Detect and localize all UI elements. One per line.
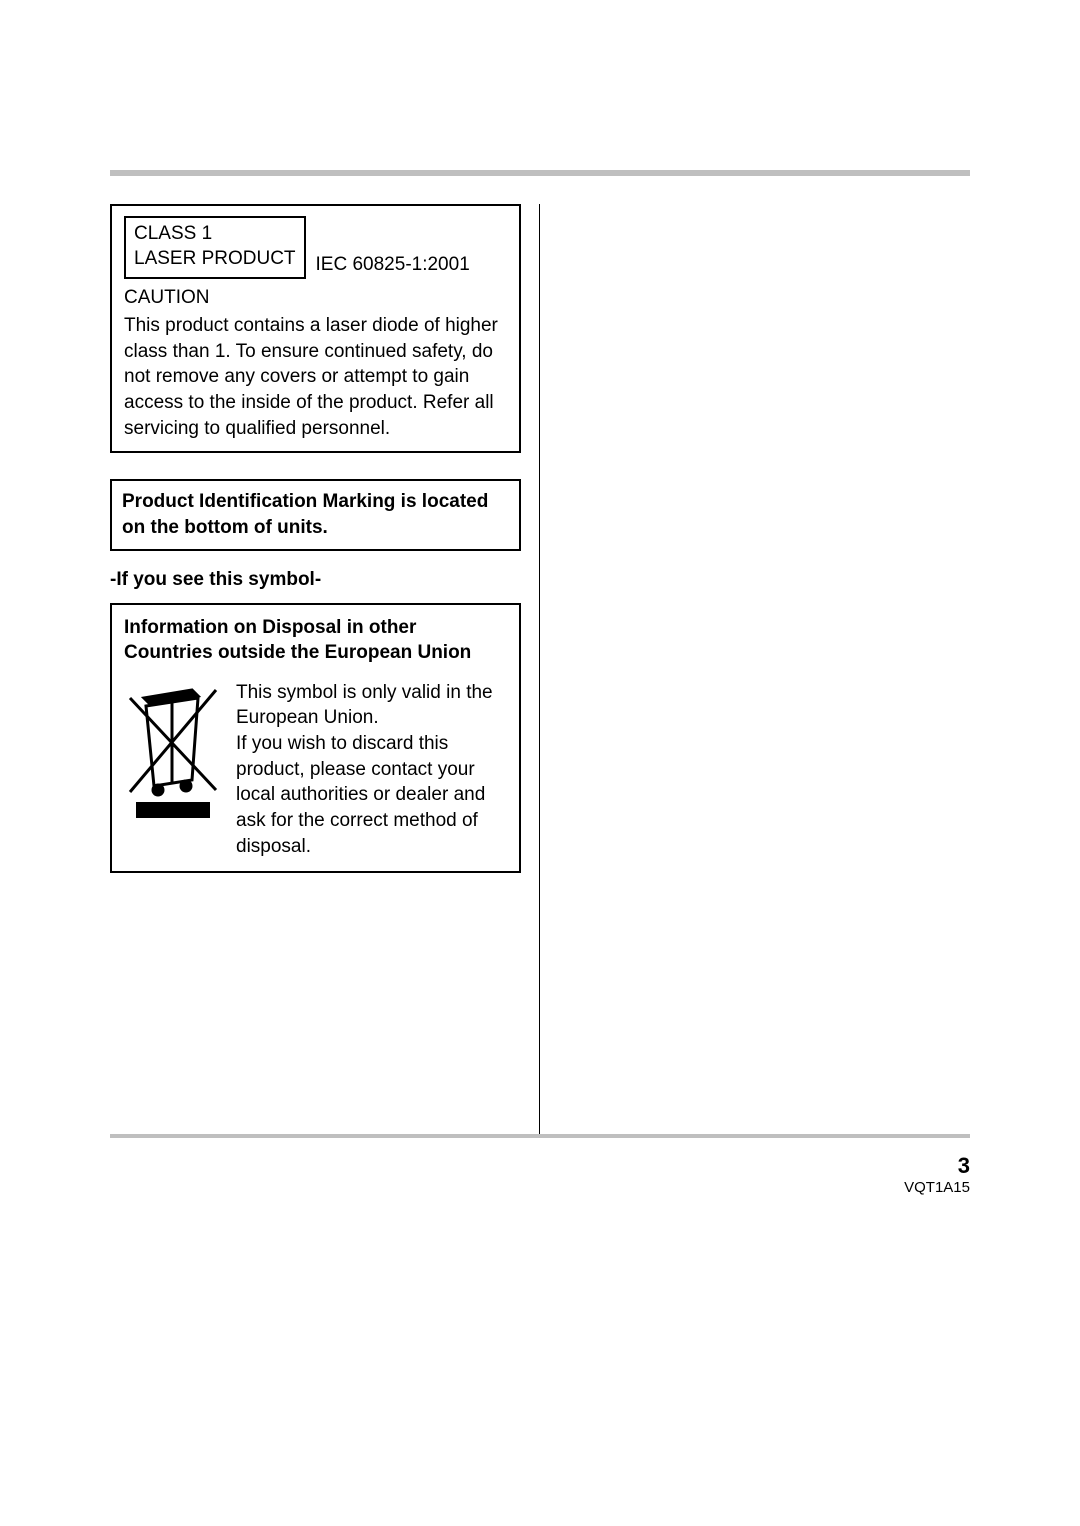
disposal-box: Information on Disposal in other Countri… bbox=[110, 603, 521, 874]
disposal-body-text: This symbol is only valid in the Europea… bbox=[236, 680, 507, 859]
product-marking-box: Product Identification Marking is locate… bbox=[110, 479, 521, 550]
top-horizontal-rule bbox=[110, 170, 970, 176]
disposal-title: Information on Disposal in other Countri… bbox=[124, 615, 507, 666]
bottom-horizontal-rule bbox=[110, 1134, 970, 1138]
caution-body: This product contains a laser diode of h… bbox=[124, 313, 507, 441]
laser-row: CLASS 1 LASER PRODUCT IEC 60825-1:2001 bbox=[124, 216, 507, 279]
caution-box: CLASS 1 LASER PRODUCT IEC 60825-1:2001 C… bbox=[110, 204, 521, 453]
laser-class-box: CLASS 1 LASER PRODUCT bbox=[124, 216, 306, 279]
symbol-label: -If you see this symbol- bbox=[110, 569, 521, 591]
laser-line-2: LASER PRODUCT bbox=[134, 247, 296, 272]
iec-standard: IEC 60825-1:2001 bbox=[316, 252, 470, 280]
two-column-layout: CLASS 1 LASER PRODUCT IEC 60825-1:2001 C… bbox=[110, 204, 970, 1134]
laser-line-1: CLASS 1 bbox=[134, 222, 296, 247]
page-footer: 3 VQT1A15 bbox=[904, 1153, 970, 1196]
page-number: 3 bbox=[904, 1153, 970, 1179]
left-column: CLASS 1 LASER PRODUCT IEC 60825-1:2001 C… bbox=[110, 204, 540, 1134]
weee-crossed-bin-icon bbox=[124, 680, 222, 825]
document-id: VQT1A15 bbox=[904, 1179, 970, 1196]
caution-title: CAUTION bbox=[124, 285, 507, 311]
right-column bbox=[540, 204, 970, 1134]
